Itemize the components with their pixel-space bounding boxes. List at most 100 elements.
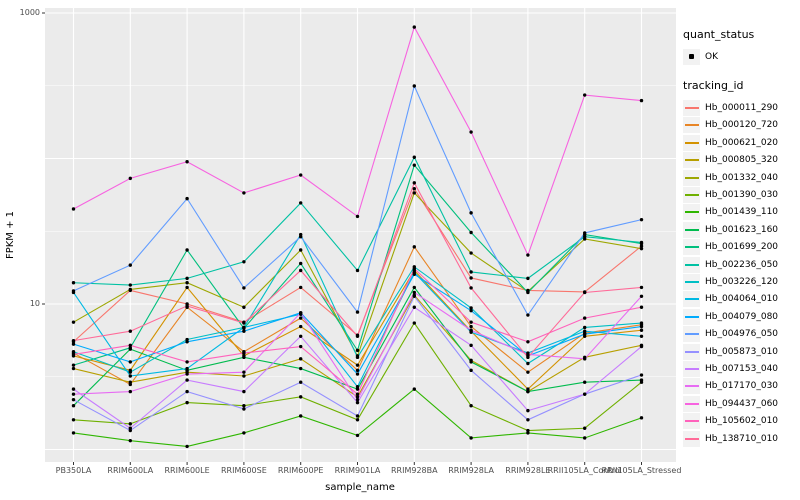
data-point bbox=[355, 395, 360, 399]
data-point bbox=[299, 316, 303, 320]
data-point bbox=[639, 373, 644, 377]
data-point bbox=[128, 346, 132, 350]
data-point bbox=[299, 261, 303, 266]
data-point bbox=[412, 321, 416, 325]
data-point bbox=[639, 321, 644, 325]
data-point bbox=[185, 160, 189, 164]
data-point bbox=[185, 285, 189, 290]
legend-key-box bbox=[683, 187, 700, 204]
data-point bbox=[469, 306, 473, 310]
data-point bbox=[469, 230, 473, 235]
legend-line-swatch bbox=[684, 315, 699, 318]
legend-item-label: Hb_094437_060 bbox=[705, 398, 779, 409]
legend-quant-status: quant_status OK bbox=[683, 28, 798, 65]
data-point bbox=[185, 196, 189, 201]
legend-item-Hb_001332_040: Hb_001332_040 bbox=[683, 169, 798, 186]
legend-item-label: Hb_000805_320 bbox=[705, 155, 779, 166]
data-point bbox=[299, 173, 303, 177]
data-point bbox=[299, 366, 303, 371]
legend-line-swatch bbox=[684, 367, 699, 370]
legend-line-swatch bbox=[684, 211, 699, 214]
legend-key-box bbox=[683, 343, 700, 360]
data-point bbox=[526, 428, 530, 433]
legend-key-box bbox=[683, 413, 700, 430]
data-point bbox=[639, 344, 644, 349]
legend-item-label: Hb_001439_110 bbox=[705, 207, 779, 218]
data-point bbox=[242, 329, 246, 333]
legend-item-Hb_001699_200: Hb_001699_200 bbox=[683, 239, 798, 256]
y-axis-title: FPKM + 1 bbox=[5, 210, 16, 260]
data-point bbox=[412, 305, 416, 309]
legend-line-swatch bbox=[684, 263, 699, 266]
legend-item-Hb_001439_110: Hb_001439_110 bbox=[683, 204, 798, 221]
data-point bbox=[412, 285, 416, 290]
data-point bbox=[469, 343, 473, 348]
legend-item-Hb_001390_030: Hb_001390_030 bbox=[683, 186, 798, 204]
legend-item-label: Hb_000011_290 bbox=[705, 103, 779, 114]
data-point bbox=[71, 281, 76, 285]
data-point bbox=[71, 320, 76, 324]
data-point bbox=[526, 276, 530, 281]
data-point bbox=[185, 248, 189, 252]
data-point bbox=[583, 329, 587, 333]
data-point bbox=[185, 444, 189, 449]
data-point bbox=[639, 285, 644, 290]
data-point bbox=[639, 240, 644, 245]
legend-key-box bbox=[683, 117, 700, 134]
data-point bbox=[583, 332, 587, 336]
data-point bbox=[71, 392, 76, 396]
legend-key-box bbox=[683, 239, 700, 256]
data-point bbox=[526, 408, 530, 413]
legend-item-label: Hb_001332_040 bbox=[705, 172, 779, 183]
legend-key-box bbox=[683, 48, 700, 65]
data-point bbox=[128, 176, 132, 181]
data-point bbox=[128, 380, 132, 384]
data-point bbox=[242, 321, 246, 325]
data-point bbox=[583, 325, 587, 330]
legend-line-swatch bbox=[684, 159, 699, 162]
data-point bbox=[71, 342, 76, 346]
data-point bbox=[526, 313, 530, 317]
legend-item-label: Hb_001623_160 bbox=[705, 224, 779, 235]
data-point bbox=[583, 316, 587, 320]
data-point bbox=[128, 374, 132, 378]
data-point bbox=[412, 155, 416, 159]
legend-item-Hb_000011_290: Hb_000011_290 bbox=[683, 99, 798, 117]
data-point bbox=[355, 372, 360, 376]
legend-item-Hb_001623_160: Hb_001623_160 bbox=[683, 221, 798, 238]
data-point bbox=[526, 431, 530, 435]
data-point bbox=[583, 93, 587, 97]
data-point bbox=[526, 418, 530, 422]
data-point bbox=[412, 187, 416, 191]
legend-item-label: Hb_003226_120 bbox=[705, 276, 779, 287]
data-point bbox=[355, 355, 360, 360]
data-point bbox=[526, 387, 530, 391]
data-point bbox=[469, 308, 473, 313]
legend-item-label: Hb_105602_010 bbox=[705, 416, 779, 427]
data-point bbox=[299, 324, 303, 329]
legend-line-swatch bbox=[684, 107, 699, 110]
x-tick-label-PB350LA: PB350LA bbox=[55, 466, 92, 475]
legend-item-label: OK bbox=[705, 51, 718, 62]
x-tick-label-RRIM928LA: RRIM928LA bbox=[448, 466, 494, 475]
data-point bbox=[526, 370, 530, 374]
data-point bbox=[242, 374, 246, 378]
data-point bbox=[185, 372, 189, 376]
data-point bbox=[185, 400, 189, 405]
data-point bbox=[639, 328, 644, 332]
data-point bbox=[526, 290, 530, 295]
data-point bbox=[355, 397, 360, 402]
y-tick-label-10: 10 bbox=[29, 299, 40, 308]
data-point bbox=[469, 328, 473, 332]
data-point bbox=[355, 334, 360, 338]
data-point bbox=[185, 276, 189, 281]
data-point bbox=[299, 248, 303, 252]
data-point bbox=[242, 286, 246, 290]
data-point bbox=[639, 98, 644, 103]
data-point bbox=[299, 357, 303, 361]
legend-item-Hb_000621_020: Hb_000621_020 bbox=[683, 134, 798, 151]
legend-item-Hb_003226_120: Hb_003226_120 bbox=[683, 273, 798, 290]
x-tick-label-RRIM600LA: RRIM600LA bbox=[107, 466, 154, 475]
x-tick-label-RRIM928BA: RRIM928BA bbox=[390, 466, 438, 475]
